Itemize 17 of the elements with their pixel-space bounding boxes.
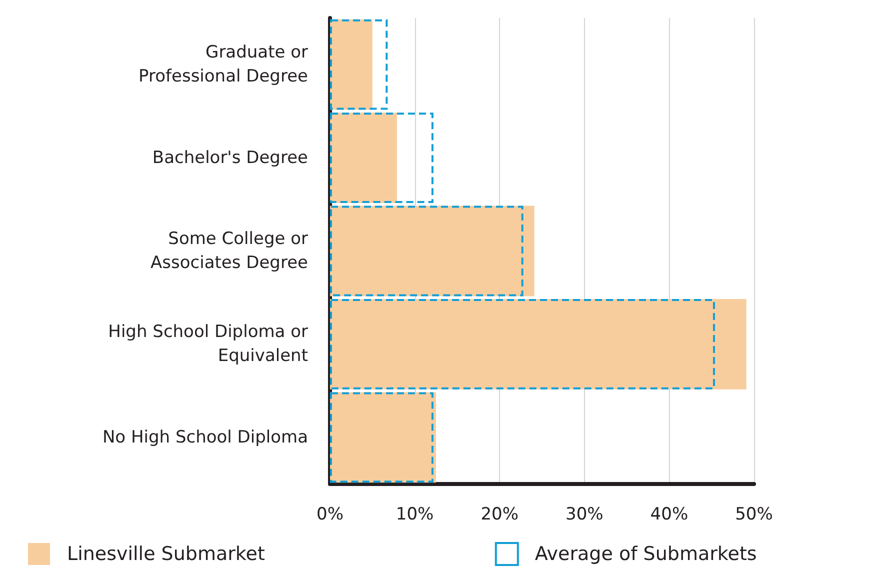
x-tick-label: 50%: [735, 504, 773, 524]
bar: [330, 112, 397, 203]
bar: [330, 19, 388, 110]
legend-label: Linesville Submarket: [67, 543, 265, 565]
x-tick-label: 0%: [316, 504, 344, 524]
x-tick-label: 40%: [650, 504, 688, 524]
y-tick-label: Graduate or Professional Degree: [138, 42, 308, 87]
y-tick-label: Bachelor's Degree: [152, 148, 308, 168]
x-tick-label: 10%: [396, 504, 434, 524]
bar: [330, 19, 372, 110]
y-tick-label: High School Diploma or Equivalent: [108, 322, 308, 366]
bar: [330, 112, 434, 203]
legend-label: Average of Submarkets: [534, 543, 757, 565]
y-tick-label: No High School Diploma: [102, 427, 308, 448]
y-tick-label: Some College or Associates Degree: [150, 229, 308, 273]
x-tick-label: 30%: [566, 504, 604, 524]
x-tick-label: 20%: [480, 504, 518, 524]
